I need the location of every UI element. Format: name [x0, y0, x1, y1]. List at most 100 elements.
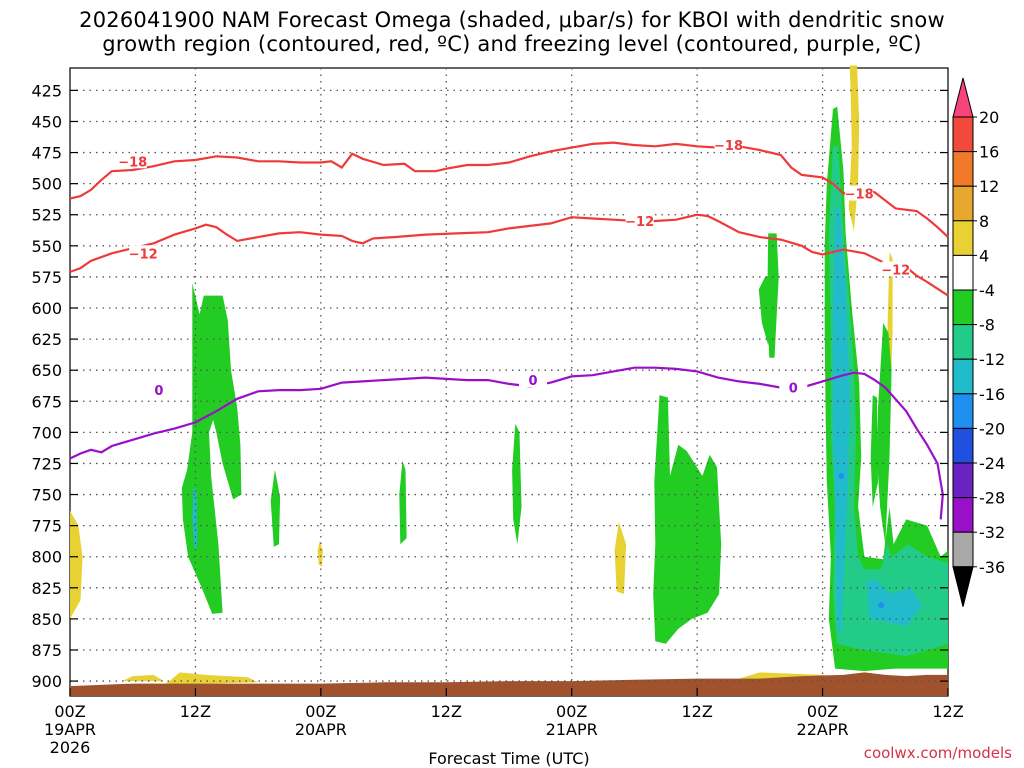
contour-label: −12	[129, 247, 158, 262]
y-tick-label: 525	[31, 206, 62, 225]
omega-cyan-low-22apr	[866, 579, 922, 627]
colorbar-swatch	[952, 324, 974, 360]
grid-layer	[70, 68, 948, 696]
contour-label: −18	[118, 155, 147, 170]
omega-green-thin-20apr	[270, 469, 281, 547]
colorbar-swatch	[952, 497, 974, 533]
omega-yellow-blob-20apr	[317, 540, 323, 567]
colorbar-label: -24	[979, 454, 1005, 473]
y-tick-label: 600	[31, 299, 62, 318]
contour-label: −12	[625, 215, 654, 230]
contour-label-bg	[118, 153, 147, 169]
y-tick-label: 550	[31, 237, 62, 256]
colorbar-label: -12	[979, 350, 1005, 369]
x-tick-label: 21APR	[546, 720, 598, 739]
colorbar-swatch	[952, 531, 974, 568]
x-tick-label: 12Z	[431, 702, 462, 721]
contour-label-bg	[714, 137, 743, 153]
contour-label-bg	[881, 261, 910, 277]
y-tick-label: 875	[31, 641, 62, 660]
x-tick-label: 12Z	[681, 702, 712, 721]
y-tick-label: 500	[31, 175, 62, 194]
x-tick-label: 20APR	[295, 720, 347, 739]
x-tick-label: 00Z	[556, 702, 587, 721]
omega-yellow-low-19apr-b	[122, 674, 165, 682]
y-tick-label: 625	[31, 330, 62, 349]
colorbar-label: -8	[979, 316, 995, 335]
colorbar-label: -20	[979, 419, 1005, 438]
contour-label: 0	[529, 374, 538, 389]
contour-line	[69, 213, 949, 297]
colorbar-label: -36	[979, 558, 1005, 577]
x-tick-label: 19APR	[44, 720, 96, 739]
x-tick-label: 00Z	[807, 702, 838, 721]
omega-green-thin-20apr-b	[399, 461, 407, 545]
x-tick-label: 12Z	[932, 702, 963, 721]
contour-label: −12	[881, 263, 910, 278]
x-axis-label: Forecast Time (UTC)	[428, 749, 589, 768]
contour-label: −18	[845, 188, 874, 203]
colorbar-label: -28	[979, 489, 1005, 508]
colorbar-label: 4	[979, 246, 989, 265]
y-tick-label: 450	[31, 112, 62, 131]
colorbar-swatch	[952, 289, 974, 326]
y-tick-label: 475	[31, 144, 62, 163]
colorbar-swatch	[952, 185, 974, 222]
x-tick-label: 2026	[50, 738, 91, 757]
colorbar-label: -32	[979, 523, 1005, 542]
omega-shading-layer	[70, 65, 948, 685]
contour-label-bg	[625, 212, 654, 228]
omega-green-thin-21apr	[512, 423, 522, 545]
chart-title-line1: 2026041900 NAM Forecast Omega (shaded, μ…	[79, 8, 945, 32]
contour-line	[69, 141, 949, 238]
omega-green-upper-22apr	[767, 233, 779, 358]
omega-green-finger-22apr	[876, 322, 892, 545]
colorbar-swatch	[952, 220, 974, 256]
omega-green-block-21apr	[653, 395, 722, 644]
x-tick-label: 00Z	[54, 702, 85, 721]
colorbar-swatch	[952, 462, 974, 499]
contour-label: 0	[154, 384, 163, 399]
colorbar-label: 12	[979, 177, 999, 196]
contour-label-bg	[845, 185, 874, 201]
colorbar-swatch	[952, 116, 974, 153]
x-tick-label: 00Z	[305, 702, 336, 721]
y-tick-label: 700	[31, 423, 62, 442]
colorbar-label: 16	[979, 143, 999, 162]
omega-cyan-blob-20apr	[192, 488, 198, 551]
colorbar-swatch	[952, 151, 974, 187]
y-tick-label: 750	[31, 486, 62, 505]
omega-blue-spot-22apr-a	[838, 472, 845, 479]
contour-label: −18	[714, 139, 743, 154]
colorbar-swatch	[952, 358, 974, 395]
colorbar-swatch	[952, 254, 974, 291]
y-tick-label: 900	[31, 672, 62, 691]
omega-yellow-blob-21apr	[614, 521, 627, 594]
colorbar-label: 20	[979, 108, 999, 127]
colorbar-bottom-arrow	[952, 566, 974, 607]
contour-label-bg	[519, 372, 548, 388]
omega-yellow-streak-22apr	[887, 252, 893, 398]
contour-label-bg	[144, 382, 173, 398]
terrain-layer	[70, 672, 948, 696]
y-tick-label: 850	[31, 610, 62, 629]
axes-layer: 425 450 475 500 525 550 575 600 625 650 675 700 725 7…	[31, 81, 963, 757]
y-tick-label: 775	[31, 517, 62, 536]
colorbar-swatch	[952, 427, 974, 464]
y-tick-label: 650	[31, 361, 62, 380]
colorbar-label: -4	[979, 281, 995, 300]
omega-yellow-blob-19apr	[70, 510, 83, 619]
omega-blue-spot-22apr-b	[878, 602, 885, 609]
omega-green-finger-22apr-b	[870, 395, 878, 507]
contour-label-bg	[779, 379, 808, 395]
y-tick-label: 800	[31, 548, 62, 567]
terrain-surface	[70, 672, 948, 696]
y-tick-label: 725	[31, 454, 62, 473]
colorbar-top-arrow	[952, 77, 974, 118]
credit-text: coolwx.com/models	[864, 744, 1012, 762]
y-tick-label: 575	[31, 268, 62, 287]
chart-title-line2: growth region (contoured, red, ºC) and f…	[102, 32, 922, 56]
colorbar-label: 8	[979, 212, 989, 231]
y-tick-label: 425	[31, 81, 62, 100]
